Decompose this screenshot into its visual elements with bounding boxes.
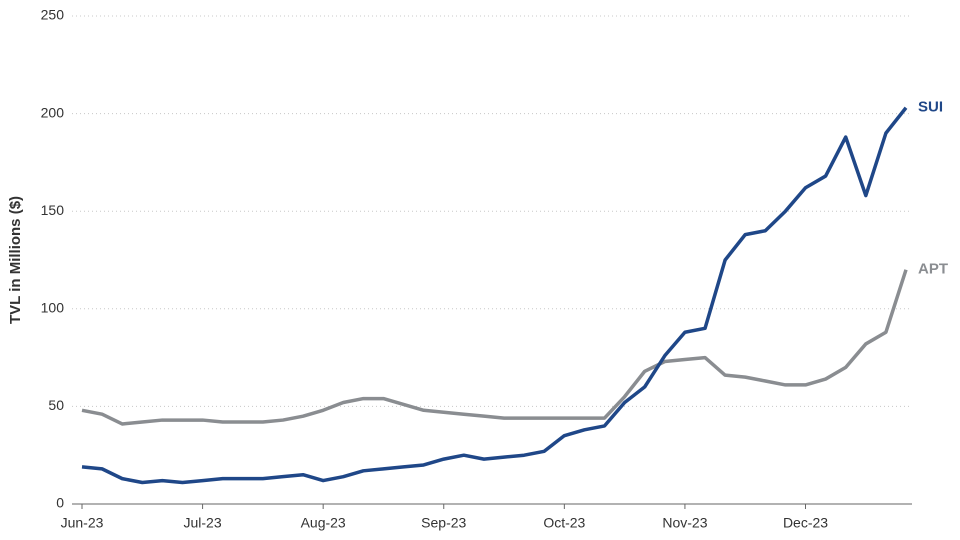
x-tick-label: Sep-23 — [421, 515, 466, 531]
y-tick-label: 100 — [41, 300, 65, 316]
series-label: SUI — [918, 99, 943, 116]
series-line — [81, 106, 908, 485]
y-axis-label: TVL in Millions ($) — [7, 196, 24, 324]
x-tick-label: Oct-23 — [543, 515, 585, 531]
y-tick-label: 50 — [48, 397, 64, 413]
y-tick-label: 150 — [41, 202, 65, 218]
x-tick-label: Aug-23 — [301, 515, 346, 531]
y-tick-label: 200 — [41, 104, 65, 120]
y-tick-label: 0 — [56, 495, 64, 511]
x-tick-label: Jul-23 — [184, 515, 222, 531]
series-line — [81, 269, 908, 426]
series-label: APT — [918, 261, 948, 278]
y-tick-label: 250 — [41, 7, 65, 23]
x-tick-label: Nov-23 — [662, 515, 707, 531]
x-tick-label: Jun-23 — [61, 515, 104, 531]
x-tick-label: Dec-23 — [783, 515, 828, 531]
